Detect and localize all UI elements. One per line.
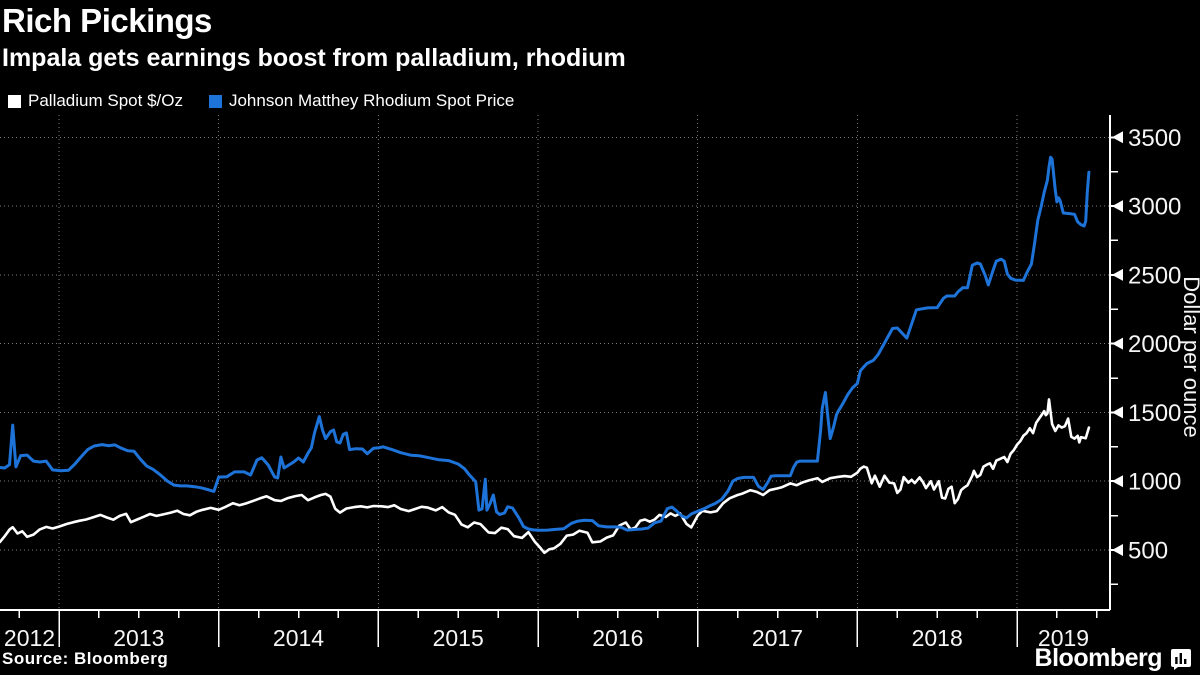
palladium-line [0, 398, 1091, 555]
rhodium-swatch-icon [208, 94, 222, 108]
y-tick-arrow-icon [1112, 131, 1123, 144]
y-axis-title: Dollar per ounce [1179, 276, 1200, 437]
y-tick-label: 1000 [1128, 469, 1181, 496]
y-tick-arrow-icon [1112, 475, 1123, 488]
rhodium-line [0, 155, 1091, 532]
source-note: Source: Bloomberg [2, 649, 169, 668]
palladium-swatch-icon [8, 94, 21, 108]
x-tick-label: 2015 [433, 625, 484, 651]
y-tick-label: 1500 [1128, 400, 1181, 427]
page-title: Rich Pickings [2, 2, 212, 39]
legend-item-rhodium: Johnson Matthey Rhodium Spot Price [208, 91, 515, 111]
y-tick-arrow-icon [1112, 544, 1123, 556]
legend-label-palladium: Palladium Spot $/Oz [28, 91, 183, 110]
y-tick-arrow-icon [1112, 406, 1123, 419]
y-tick-arrow-icon [1112, 268, 1123, 281]
x-tick-label: 2012 [4, 625, 55, 651]
y-tick-label: 500 [1128, 538, 1168, 565]
y-tick-label: 3500 [1128, 125, 1181, 152]
x-tick-label: 2016 [592, 625, 643, 651]
x-tick-label: 2014 [273, 625, 324, 651]
legend-label-rhodium: Johnson Matthey Rhodium Spot Price [228, 91, 515, 110]
y-tick-arrow-icon [1112, 337, 1123, 350]
x-tick-label: 2018 [912, 625, 963, 651]
x-tick-label: 2019 [1038, 625, 1089, 651]
y-tick-label: 3000 [1128, 194, 1181, 221]
x-tick-label: 2013 [113, 625, 164, 651]
bloomberg-wordmark: Bloomberg [1034, 644, 1163, 672]
y-tick-label: 2000 [1128, 331, 1181, 358]
bloomberg-brand: Bloomberg [1035, 644, 1192, 673]
page-subtitle: Impala gets earnings boost from palladiu… [2, 44, 626, 72]
y-tick-arrow-icon [1112, 200, 1123, 213]
legend-item-palladium: Palladium Spot $/Oz [8, 91, 183, 111]
bloomberg-bars-icon [1171, 648, 1191, 670]
y-tick-label: 2500 [1128, 262, 1181, 289]
x-tick-label: 2017 [752, 625, 803, 651]
chart-legend: Palladium Spot $/Oz Johnson Matthey Rhod… [8, 91, 514, 111]
